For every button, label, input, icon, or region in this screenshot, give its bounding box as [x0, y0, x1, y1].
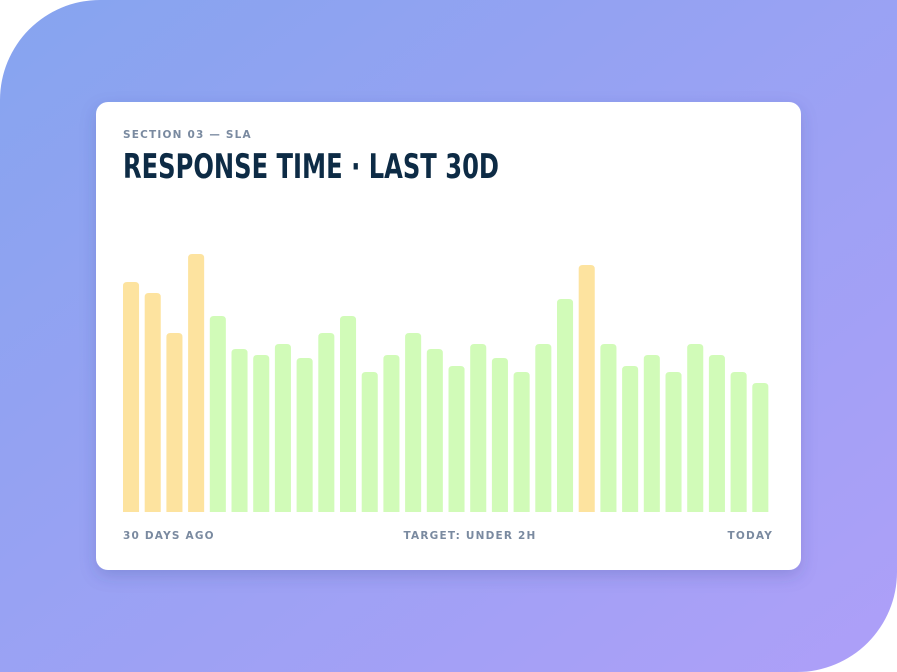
bar	[622, 366, 639, 512]
bar	[253, 355, 270, 512]
bar	[687, 344, 704, 512]
bar	[166, 333, 183, 512]
target-label: TARGET: UNDER 2H	[403, 530, 536, 542]
end-label: TODAY	[727, 530, 773, 542]
bar	[209, 316, 226, 512]
chart-title: RESPONSE TIME · LAST 30D	[123, 147, 499, 187]
section-label: SECTION 03 — SLA	[123, 129, 252, 141]
bar	[361, 372, 378, 512]
start-label: 30 DAYS AGO	[123, 530, 215, 542]
bar	[578, 265, 595, 512]
bar	[470, 344, 487, 512]
bar	[123, 282, 140, 512]
bar	[296, 358, 313, 512]
plot	[123, 254, 769, 512]
bar	[513, 372, 530, 512]
bar	[231, 349, 248, 512]
bar	[730, 372, 747, 512]
bar	[448, 366, 465, 512]
bar	[340, 316, 357, 512]
bar	[144, 293, 161, 512]
bar	[405, 333, 422, 512]
bar	[643, 355, 660, 512]
bar	[600, 344, 617, 512]
bar	[491, 358, 508, 512]
bar	[274, 344, 291, 512]
bar	[708, 355, 725, 512]
bar	[318, 333, 335, 512]
bar	[535, 344, 552, 512]
bar	[752, 383, 769, 512]
bar	[188, 254, 205, 512]
bar	[665, 372, 682, 512]
bar	[383, 355, 400, 512]
bar	[426, 349, 443, 512]
bar	[557, 299, 574, 512]
